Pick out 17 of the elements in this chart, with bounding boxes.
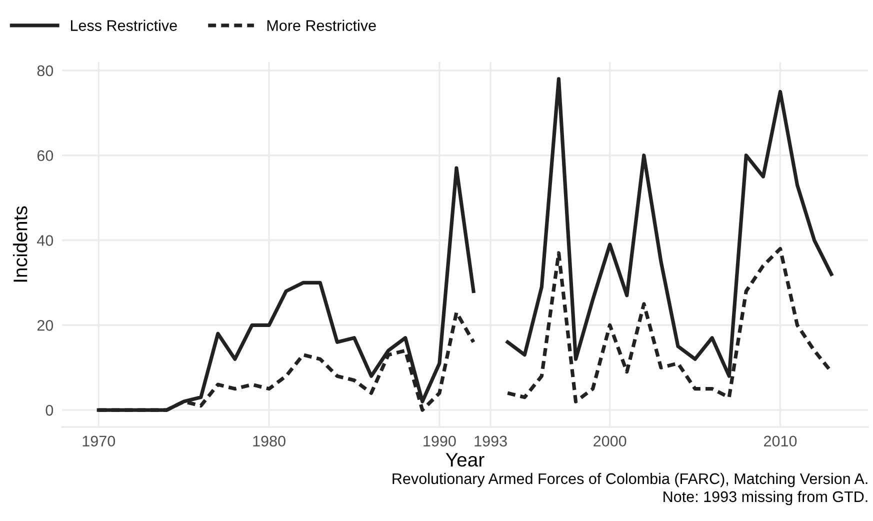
- x-tick-label: 1980: [253, 436, 286, 447]
- x-tick-label: 1990: [424, 436, 456, 447]
- text: Note: 1993 missing from GTD.: [664, 490, 868, 506]
- y-tick-label: 60: [37, 150, 54, 162]
- y-axis-title: Incidents: [12, 206, 28, 282]
- x-tick-label: 1970: [82, 436, 116, 447]
- x-axis-title: Year: [446, 453, 484, 467]
- y-tick-label: 20: [37, 320, 54, 331]
- text: Revolutionary Armed Forces of Colombia (FARC), Matching Version A.: [392, 472, 868, 488]
- legend-label: Less Restrictive: [71, 20, 177, 31]
- x-tick-label: 1993: [474, 436, 507, 447]
- x-tick-label: 2010: [764, 436, 797, 447]
- y-tick-label: 40: [37, 235, 54, 246]
- legend-label: More Restrictive: [267, 20, 376, 31]
- y-tick-label: 80: [37, 65, 54, 76]
- y-tick-label: 0: [46, 404, 54, 416]
- x-tick-label: 2000: [594, 436, 626, 447]
